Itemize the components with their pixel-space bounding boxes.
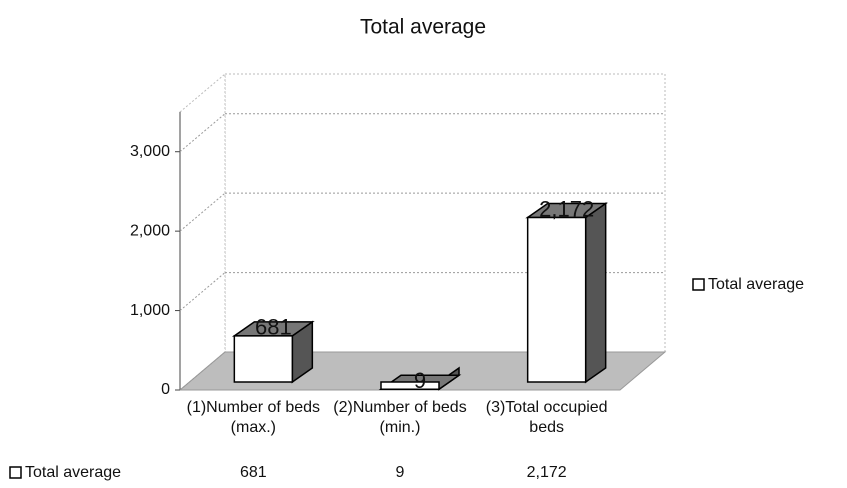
grid-line <box>179 113 226 153</box>
table-series-name: Total average <box>25 464 121 481</box>
value-label: 681 <box>255 315 292 340</box>
grid-line <box>179 192 226 232</box>
value-label: 9 <box>414 368 426 393</box>
bar-front <box>380 381 440 391</box>
table-value: 9 <box>396 464 405 481</box>
side-wall <box>179 72 226 392</box>
y-tick-label: 1,000 <box>130 302 170 319</box>
bar-side <box>584 202 607 384</box>
bar <box>378 366 462 391</box>
table-value: 2,172 <box>527 464 567 481</box>
x-tick-label: (1)Number of beds (max.) <box>186 399 321 436</box>
bar-front <box>233 335 294 383</box>
x-tick-label: (2)Number of beds (min.) <box>333 399 467 436</box>
chart-title: Total average <box>360 16 486 39</box>
table-swatch <box>9 466 22 479</box>
grid-line <box>179 351 226 391</box>
bar <box>231 320 315 384</box>
y-tick-label: 3,000 <box>130 143 170 160</box>
grid-line <box>179 272 226 311</box>
legend-swatch <box>692 278 705 291</box>
bar-front <box>526 216 587 383</box>
bar <box>525 202 609 384</box>
y-tick-label: 0 <box>161 381 170 398</box>
value-label: 2,172 <box>539 196 594 221</box>
x-tick-label: (3)Total occupied beds <box>485 399 608 436</box>
y-tick-label: 2,000 <box>130 222 170 239</box>
table-value: 681 <box>240 464 267 481</box>
legend-label: Total average <box>708 276 804 293</box>
